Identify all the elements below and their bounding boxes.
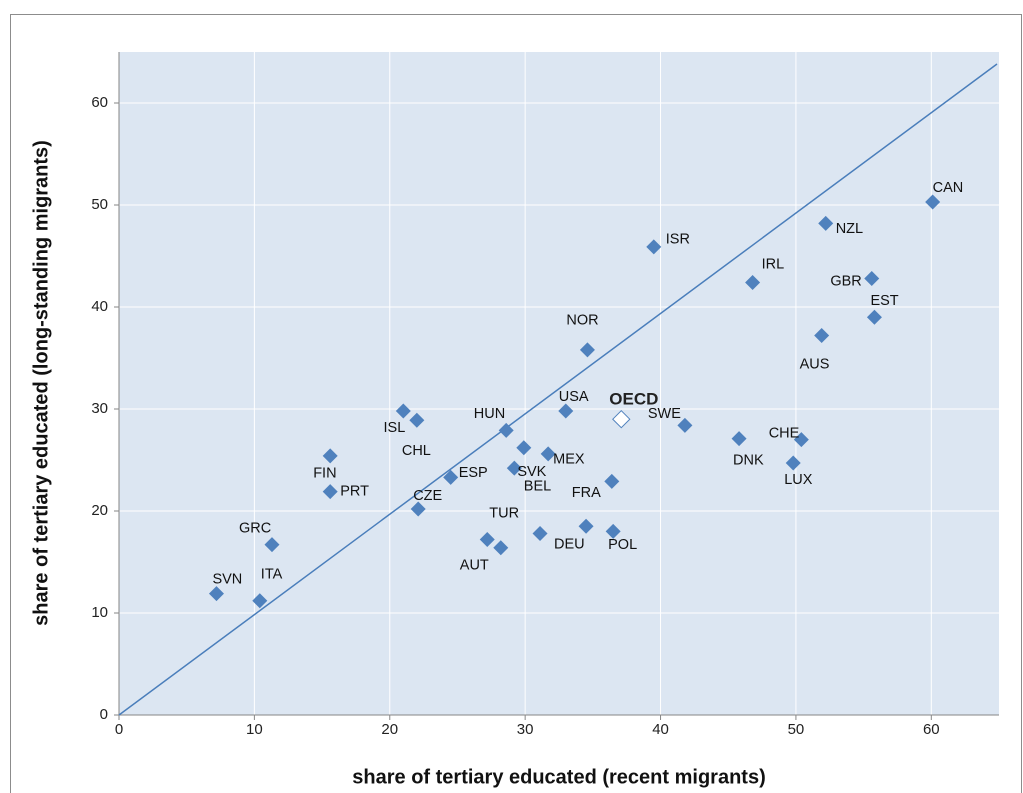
point-label: USA (559, 389, 589, 405)
point (506, 460, 522, 476)
point-label: DNK (733, 452, 764, 468)
point-label: GRC (239, 520, 271, 536)
point (864, 270, 880, 286)
y-tick-label: 40 (91, 298, 108, 315)
point-label: CHL (402, 443, 431, 459)
x-tick-label: 50 (788, 721, 805, 738)
y-tick-label: 60 (91, 94, 108, 111)
point-label: AUT (460, 558, 489, 574)
point-label: DEU (554, 536, 585, 552)
point (793, 432, 809, 448)
point (479, 532, 495, 548)
point (814, 328, 830, 344)
point-label: FIN (313, 466, 336, 482)
point (866, 309, 882, 325)
x-tick-label: 10 (246, 721, 263, 738)
point-label: ISR (666, 232, 690, 248)
point (579, 342, 595, 358)
point (785, 455, 801, 471)
point-label: NOR (566, 313, 598, 329)
point (322, 484, 338, 500)
point-label: PRT (340, 483, 369, 499)
point (264, 537, 280, 553)
point-label: SVK (517, 464, 546, 480)
point-label: ESP (459, 465, 488, 481)
point (604, 473, 620, 489)
x-tick-label: 40 (652, 721, 669, 738)
diagonal-line (118, 63, 998, 716)
point (395, 403, 411, 419)
x-tick-label: 0 (115, 721, 123, 738)
point-label: BEL (524, 479, 551, 495)
point (745, 275, 761, 291)
point-label: MEX (553, 452, 585, 468)
point (516, 440, 532, 456)
y-tick-label: 20 (91, 502, 108, 519)
point-label: GBR (830, 273, 861, 289)
point (322, 448, 338, 464)
point (532, 525, 548, 541)
point-label: HUN (474, 406, 505, 422)
y-tick-label: 50 (91, 196, 108, 213)
x-tick-label: 30 (517, 721, 534, 738)
y-tick-label: 0 (100, 706, 108, 723)
point-label: CHE (769, 425, 800, 441)
point (677, 417, 693, 433)
x-axis-title: share of tertiary educated (recent migra… (352, 766, 765, 788)
point-label: SVN (212, 571, 242, 587)
point-label: EST (870, 293, 898, 309)
point (731, 431, 747, 447)
y-axis-title: share of tertiary educated (long-standin… (30, 140, 52, 626)
y-tick-label: 30 (91, 400, 108, 417)
y-tick-label: 10 (91, 604, 108, 621)
point (646, 239, 662, 255)
point-label: IRL (762, 256, 785, 272)
point (925, 194, 941, 210)
x-tick-label: 20 (381, 721, 398, 738)
point-label: LUX (784, 472, 813, 488)
point (409, 412, 425, 428)
point-label: ISL (384, 420, 406, 436)
point (493, 540, 509, 556)
highlight-label: OECD (609, 390, 658, 409)
point (208, 586, 224, 602)
point-label: FRA (572, 485, 601, 501)
x-tick-label: 60 (923, 721, 940, 738)
point-label: AUS (800, 356, 830, 372)
point-label: CAN (933, 180, 964, 196)
point-label: CZE (413, 488, 442, 504)
point-label: NZL (836, 221, 863, 237)
point (498, 422, 514, 438)
point-label: ITA (261, 567, 283, 583)
point (558, 403, 574, 419)
point (443, 469, 459, 485)
point-label: SWE (648, 406, 681, 422)
point (410, 501, 426, 517)
point-label: TUR (489, 505, 519, 521)
highlight-point (612, 409, 631, 429)
point-label: POL (608, 537, 637, 553)
plot-area (119, 52, 999, 715)
point (578, 518, 594, 534)
point (252, 593, 268, 609)
point (818, 215, 834, 231)
point (540, 446, 556, 462)
point (605, 523, 621, 539)
